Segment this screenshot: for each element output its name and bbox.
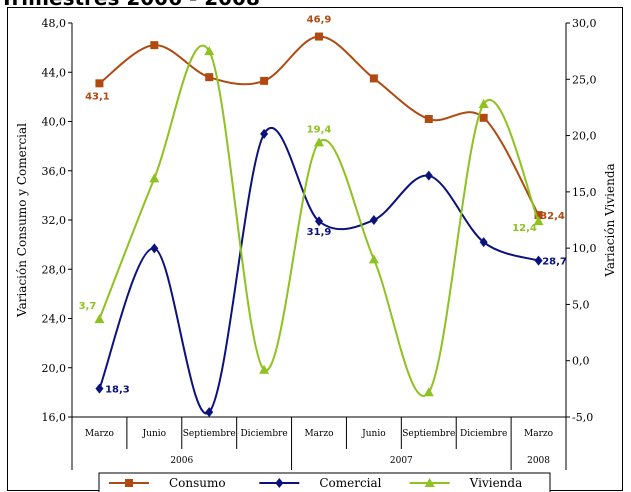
comercial-point <box>205 407 214 418</box>
year-label: 2006 <box>170 456 193 466</box>
category-label: Septiembre <box>402 429 455 439</box>
right-tick-label: 10,0 <box>572 242 597 255</box>
comercial-data-label: 31,9 <box>307 227 332 238</box>
year-label: 2008 <box>527 456 550 466</box>
vivienda-legend-label: Vivienda <box>469 476 523 490</box>
consumo-data-label: 46,9 <box>307 15 332 26</box>
category-label: Junio <box>361 429 386 439</box>
consumo-data-label: 32,4 <box>540 211 565 222</box>
left-tick-label: 48,0 <box>42 17 67 30</box>
vivienda-data-label: 3,7 <box>79 301 97 312</box>
comercial-data-label: 18,3 <box>105 385 130 396</box>
vivienda-legend-marker <box>424 478 435 487</box>
left-tick-label: 40,0 <box>42 116 67 129</box>
comercial-series-line <box>98 127 539 415</box>
vivienda-data-label: 19,4 <box>307 124 332 135</box>
right-tick-label: 0,0 <box>572 355 590 368</box>
category-label: Marzo <box>85 429 114 439</box>
right-tick-label: 25,0 <box>572 73 597 86</box>
category-label: Junio <box>142 429 167 439</box>
comercial-data-label: 28,7 <box>542 257 567 268</box>
consumo-point <box>95 79 104 88</box>
right-tick-label: 30,0 <box>572 17 597 30</box>
consumo-point <box>534 211 543 220</box>
comercial-point <box>150 243 159 254</box>
consumo-point <box>315 32 323 41</box>
vivienda-point <box>314 137 324 147</box>
consumo-point <box>369 74 378 83</box>
consumo-point <box>150 41 159 50</box>
right-axis-title: Variación Vivienda <box>603 163 617 277</box>
consumo-point <box>479 113 488 122</box>
vivienda-point <box>259 364 270 374</box>
vivienda-data-label: 12,4 <box>512 223 537 234</box>
consumo-point <box>205 73 214 82</box>
chart-svg: 16,0 20,0 24,0 28,0 32,0 36,0 40,0 44,0 48,0 -5,0… <box>15 15 617 492</box>
vivienda-point <box>478 99 489 109</box>
consumo-point <box>424 115 433 124</box>
vivienda-point <box>368 254 379 264</box>
left-tick-label: 32,0 <box>42 214 67 227</box>
category-label: Marzo <box>524 429 553 439</box>
category-label: Septiembre <box>183 429 236 439</box>
comercial-point <box>369 215 378 225</box>
chart-title: Trimestres 2006 - 2008 <box>0 0 260 10</box>
right-tick-label: -5,0 <box>572 411 593 424</box>
right-tick-label: 15,0 <box>572 186 597 199</box>
legend-box <box>98 472 551 492</box>
vivienda-point <box>204 46 215 56</box>
consumo-legend-label: Consumo <box>169 476 226 490</box>
left-tick-label: 36,0 <box>42 165 67 178</box>
left-tick-label: 16,0 <box>42 411 67 424</box>
comercial-legend-label: Comercial <box>319 476 381 490</box>
consumo-legend-marker <box>125 479 133 487</box>
consumo-point <box>260 76 269 85</box>
category-label: Marzo <box>304 429 333 439</box>
comercial-point <box>260 128 269 139</box>
category-label: Diciembre <box>240 429 287 439</box>
comercial-legend-marker <box>275 478 284 488</box>
right-tick-label: 20,0 <box>572 130 597 143</box>
left-tick-label: 28,0 <box>42 263 67 276</box>
left-tick-label: 20,0 <box>42 362 67 375</box>
vivienda-point <box>149 173 160 183</box>
comercial-point <box>424 170 433 181</box>
left-tick-label: 44,0 <box>42 66 67 79</box>
vivienda-point <box>94 314 105 324</box>
vivienda-point <box>423 387 434 397</box>
year-label: 2007 <box>390 456 413 466</box>
comercial-point <box>315 216 323 227</box>
comercial-point <box>95 383 104 394</box>
chart-frame: 16,0 20,0 24,0 28,0 32,0 36,0 40,0 44,0 48,0 -5,0… <box>7 7 623 492</box>
consumo-data-label: 43,1 <box>85 91 110 102</box>
vivienda-series-line <box>98 44 540 397</box>
comercial-point <box>479 237 488 248</box>
comercial-point <box>534 255 543 266</box>
left-tick-label: 24,0 <box>42 313 67 326</box>
vivienda-point <box>533 216 544 226</box>
category-label: Diciembre <box>460 429 507 439</box>
left-axis-title: Variación Consumo y Comercial <box>15 123 29 318</box>
right-tick-label: 5,0 <box>572 298 590 311</box>
